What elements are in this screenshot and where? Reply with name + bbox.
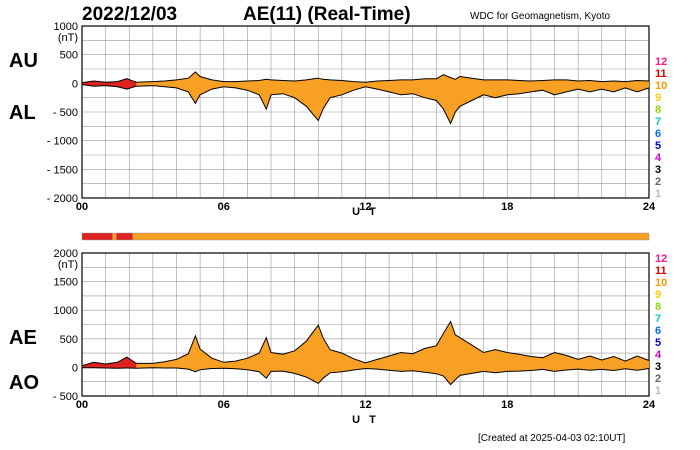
- panel2-y-tick-label: 500: [60, 334, 78, 346]
- panel2-frame: [81, 252, 650, 397]
- panel1-y-tick-label: 1000: [54, 21, 78, 33]
- panel2-x-tick-label: 00: [76, 399, 88, 411]
- ae-label: AE: [9, 327, 37, 349]
- au-label: AU: [9, 50, 38, 72]
- level-label-4: 4: [655, 152, 662, 164]
- panel1-y-tick-label: 500: [60, 50, 78, 62]
- chart-title: AE(11) (Real-Time): [243, 4, 411, 25]
- level-label-6: 6: [655, 128, 662, 140]
- level-label-11: 11: [655, 265, 667, 277]
- level-label-2: 2: [655, 176, 662, 188]
- panel2-y-tick-label: 1500: [54, 277, 78, 289]
- panel1-x-tick-label: 06: [218, 201, 230, 213]
- panel2-y-tick-label: 0: [72, 362, 78, 374]
- panel2-x-tick-label: 18: [501, 399, 513, 411]
- panel2-series-ao: [82, 367, 650, 386]
- level-label-9: 9: [655, 92, 662, 104]
- level-label-11: 11: [655, 68, 667, 80]
- level-label-1: 1: [655, 188, 662, 200]
- panel1-area-early-fill: [82, 78, 137, 90]
- level-label-9: 9: [655, 289, 662, 301]
- level-label-8: 8: [655, 104, 662, 116]
- status-bar-segment: [82, 233, 113, 240]
- panel2-y-unit-label: (nT): [58, 259, 78, 271]
- panel1-series-au: [81, 71, 650, 84]
- panel1-area-fill: [82, 71, 649, 124]
- panel2-y-tick-label: - 500: [53, 391, 78, 403]
- level-label-12: 12: [655, 56, 668, 68]
- panel1-x-axis-label: U T: [352, 206, 379, 218]
- panel1-x-tick-label: 12: [359, 201, 371, 213]
- level-label-6: 6: [655, 325, 662, 337]
- panel2-x-tick-label: 24: [643, 399, 656, 411]
- panel1-y-tick-label: - 1500: [47, 164, 78, 176]
- al-label: AL: [9, 102, 36, 124]
- panel1-y-tick-label: 0: [72, 78, 78, 90]
- created-timestamp: [Created at 2025-04-03 02:10UT]: [478, 433, 626, 444]
- status-bar-frame: [81, 232, 650, 241]
- level-label-5: 5: [655, 337, 662, 349]
- level-label-8: 8: [655, 301, 662, 313]
- panel1-y-tick-label: - 1000: [47, 136, 78, 148]
- status-bar-segment: [116, 233, 133, 240]
- level-label-10: 10: [655, 80, 668, 92]
- panel2-area-early-fill: [82, 357, 137, 369]
- panel2-y-tick-label: 2000: [54, 248, 78, 260]
- level-label-4: 4: [655, 349, 662, 361]
- level-label-3: 3: [655, 361, 662, 373]
- panel1-frame: [81, 25, 650, 199]
- panel1-x-tick-label: 00: [76, 201, 88, 213]
- panel2-x-axis-label: U T: [352, 414, 379, 426]
- panel1-y-unit-label: (nT): [58, 32, 78, 44]
- level-label-3: 3: [655, 164, 662, 176]
- status-bar-segment: [112, 233, 117, 240]
- chart-date: 2022/12/03: [82, 4, 178, 25]
- data-source: WDC for Geomagnetism, Kyoto: [470, 11, 611, 22]
- level-label-10: 10: [655, 277, 668, 289]
- level-legend-top: 12 11 10 9 8 7 6 5 4 3 2 1: [655, 56, 667, 200]
- panel1-series-al: [81, 84, 650, 125]
- panel1-y-tick-label: - 500: [53, 107, 78, 119]
- level-label-7: 7: [655, 116, 662, 128]
- level-legend-bottom: 12 11 10 9 8 7 6 5 4 3 2 1: [655, 253, 667, 397]
- ao-label: AO: [9, 372, 39, 394]
- panel1-x-tick-label: 24: [643, 201, 656, 213]
- status-bar-segment: [132, 233, 649, 240]
- panel1-x-tick-label: 18: [501, 201, 513, 213]
- panel2-x-tick-label: 06: [218, 399, 230, 411]
- panel2-series-ae: [81, 320, 650, 367]
- level-label-1: 1: [655, 385, 662, 397]
- panel2-y-tick-label: 1000: [54, 305, 78, 317]
- panel2-area-fill: [82, 321, 649, 385]
- panel1-y-tick-label: - 2000: [47, 193, 78, 205]
- level-label-7: 7: [655, 313, 662, 325]
- panel2-x-tick-label: 12: [359, 399, 371, 411]
- level-label-2: 2: [655, 373, 662, 385]
- level-label-12: 12: [655, 253, 668, 265]
- level-label-5: 5: [655, 140, 662, 152]
